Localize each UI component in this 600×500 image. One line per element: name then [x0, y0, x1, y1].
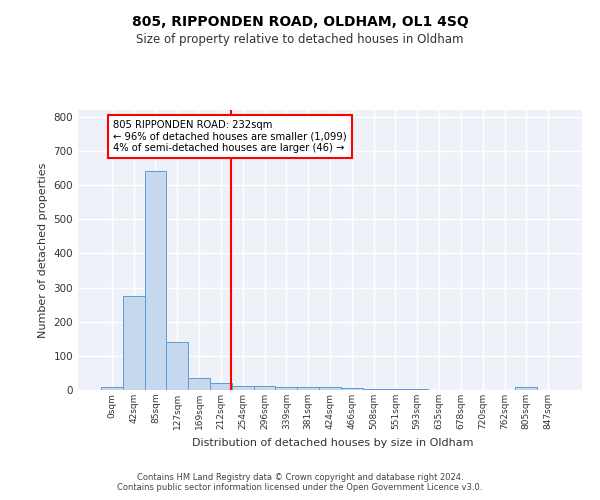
- Y-axis label: Number of detached properties: Number of detached properties: [38, 162, 48, 338]
- Bar: [341, 388, 363, 390]
- Bar: [385, 389, 406, 390]
- Bar: [166, 342, 188, 390]
- Bar: [363, 388, 385, 390]
- Text: Size of property relative to detached houses in Oldham: Size of property relative to detached ho…: [136, 32, 464, 46]
- Bar: [515, 388, 537, 390]
- Bar: [297, 386, 319, 390]
- Text: 805 RIPPONDEN ROAD: 232sqm
← 96% of detached houses are smaller (1,099)
4% of se: 805 RIPPONDEN ROAD: 232sqm ← 96% of deta…: [113, 120, 347, 154]
- Bar: [319, 386, 341, 390]
- Text: Contains HM Land Registry data © Crown copyright and database right 2024.
Contai: Contains HM Land Registry data © Crown c…: [118, 473, 482, 492]
- Bar: [123, 296, 145, 390]
- Bar: [232, 386, 254, 390]
- Bar: [188, 378, 210, 390]
- Bar: [210, 383, 232, 390]
- Bar: [101, 388, 123, 390]
- Bar: [145, 172, 166, 390]
- Text: Distribution of detached houses by size in Oldham: Distribution of detached houses by size …: [192, 438, 474, 448]
- Text: 805, RIPPONDEN ROAD, OLDHAM, OL1 4SQ: 805, RIPPONDEN ROAD, OLDHAM, OL1 4SQ: [131, 15, 469, 29]
- Bar: [275, 386, 297, 390]
- Bar: [254, 386, 275, 390]
